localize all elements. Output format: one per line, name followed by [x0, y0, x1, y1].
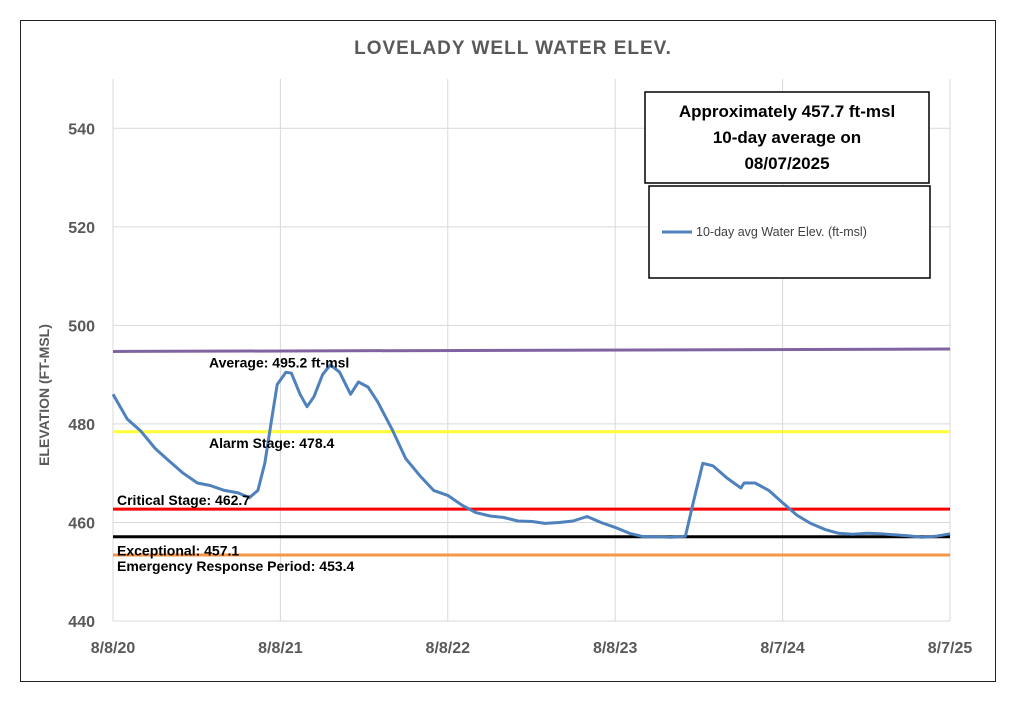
reference-line-label: Exceptional: 457.1	[117, 543, 239, 559]
annotation-line-1: Approximately 457.7 ft-msl	[679, 102, 895, 121]
annotation-box	[644, 91, 930, 184]
legend-box	[648, 185, 931, 279]
y-tick-label: 440	[68, 614, 95, 631]
series-layer	[111, 363, 951, 539]
reference-line-label: Alarm Stage: 478.4	[209, 435, 334, 451]
x-axis-ticks: 8/8/20 8/8/21 8/8/22 8/8/23 8/7/24 8/7/25	[91, 640, 973, 657]
y-tick-label: 520	[68, 220, 95, 237]
series-line	[111, 363, 951, 539]
legend-label: 10-day avg Water Elev. (ft-msl)	[696, 225, 867, 239]
chart-title: LOVELADY WELL WATER ELEV.	[354, 38, 672, 59]
x-tick-label: 8/8/22	[426, 640, 471, 657]
y-axis-ticks: 440 460 480 500 520 540	[68, 121, 95, 631]
annotation-line-2: 10-day average on	[713, 128, 861, 147]
chart-frame: LOVELADY WELL WATER ELEV. Average: 495.2…	[20, 20, 996, 682]
reference-lines	[112, 347, 951, 557]
reference-line-label: Emergency Response Period: 453.4	[117, 558, 355, 574]
y-tick-label: 480	[68, 417, 95, 434]
reference-line	[112, 347, 951, 353]
y-axis-label: ELEVATION (FT-MSL)	[36, 324, 52, 466]
annotation-line-3: 08/07/2025	[744, 154, 829, 173]
x-tick-label: 8/8/23	[593, 640, 638, 657]
x-tick-label: 8/8/21	[258, 640, 303, 657]
x-tick-label: 8/7/24	[760, 640, 805, 657]
chart-canvas: LOVELADY WELL WATER ELEV. Average: 495.2…	[36, 38, 973, 657]
y-tick-label: 500	[68, 318, 95, 335]
reference-line-label: Critical Stage: 462.7	[117, 492, 250, 508]
y-tick-label: 460	[68, 515, 95, 532]
reference-labels: Average: 495.2 ft-msl Alarm Stage: 478.4 C…	[117, 354, 355, 573]
reference-line-label: Average: 495.2 ft-msl	[209, 354, 349, 370]
y-tick-label: 540	[68, 121, 95, 138]
x-tick-label: 8/8/20	[91, 640, 136, 657]
x-tick-label: 8/7/25	[928, 640, 973, 657]
